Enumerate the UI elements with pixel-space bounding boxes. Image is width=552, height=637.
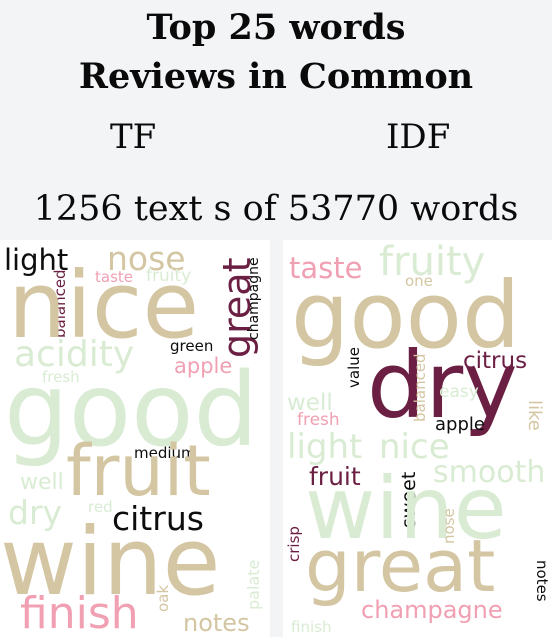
word-well: well: [287, 390, 333, 416]
word-finish: finish: [291, 618, 332, 636]
word-oak: oak: [154, 584, 172, 612]
word-fruit: fruit: [66, 430, 211, 512]
word-value: value: [345, 347, 363, 388]
word-balanced: balanced: [411, 353, 429, 422]
word-fruity: fruity: [146, 266, 192, 286]
word-light: light: [287, 427, 363, 467]
word-fruit: fruit: [309, 462, 361, 491]
word-apple: apple: [174, 354, 233, 378]
word-nice: nice: [8, 252, 200, 359]
word-easy: easy: [439, 382, 479, 402]
word-light: light: [4, 243, 69, 277]
word-palate: palate: [244, 559, 263, 610]
title-line-1: Top 25 words: [146, 7, 406, 48]
word-nice: nice: [379, 427, 450, 467]
word-apple: apple: [435, 414, 485, 435]
word-medium: medium: [134, 444, 196, 462]
word-like: like: [524, 400, 545, 431]
word-crisp: crisp: [285, 526, 303, 562]
word-notes: notes: [533, 560, 551, 602]
word-champagne: champagne: [246, 257, 262, 340]
word-red: red: [88, 498, 113, 516]
word-good: good: [4, 351, 259, 470]
word-citrus: citrus: [112, 499, 204, 538]
word-taste: taste: [95, 268, 133, 286]
summary-text: 1256 text s of 53770 words: [33, 189, 519, 229]
word-fresh: fresh: [42, 368, 80, 386]
tf-label: TF: [110, 117, 157, 157]
word-dry: dry: [8, 493, 63, 532]
word-smooth: smooth: [433, 455, 546, 490]
word-green: green: [170, 337, 214, 355]
word-wine: wine: [0, 508, 221, 617]
word-great: great: [305, 524, 496, 608]
word-good: good: [291, 262, 521, 369]
word-citrus: citrus: [463, 348, 528, 374]
title-line-2: Reviews in Common: [78, 56, 474, 97]
word-one: one: [405, 272, 433, 290]
word-finish: finish: [20, 588, 139, 637]
idf-label: IDF: [386, 117, 451, 157]
word-acidity: acidity: [14, 334, 135, 375]
word-fresh: fresh: [297, 410, 340, 430]
word-dry: dry: [367, 332, 518, 439]
word-well: well: [20, 470, 64, 495]
word-nose: nose: [107, 240, 186, 278]
word-fruity: fruity: [379, 240, 486, 285]
idf-word-cloud: taste fruity one good value dry citrus b…: [283, 240, 552, 637]
word-notes: notes: [183, 609, 250, 637]
word-taste: taste: [289, 251, 363, 285]
word-champagne: champagne: [361, 596, 503, 624]
tf-word-cloud: light balanced nose taste fruity great c…: [0, 240, 270, 637]
word-wine: wine: [305, 459, 507, 559]
